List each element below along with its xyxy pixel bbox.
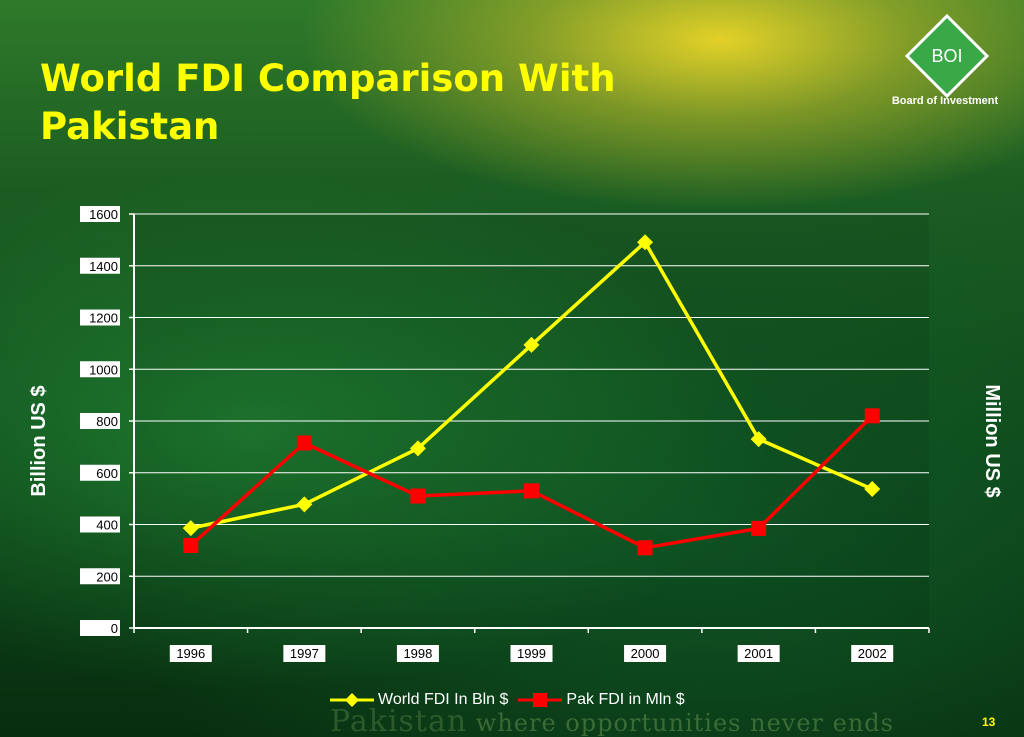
legend-item-pak: Pak FDI in Mln $ — [518, 691, 685, 709]
y-tick-box — [80, 257, 120, 274]
y-tick-box — [80, 309, 120, 326]
x-tick-box — [510, 645, 553, 662]
slide-title: World FDI Comparison With Pakistan — [40, 57, 616, 148]
grid-lines — [134, 213, 929, 577]
x-tick-box — [396, 645, 439, 662]
x-tick-box — [737, 645, 780, 662]
x-tick-box — [283, 645, 326, 662]
x-tick-labels: 1996 1997 1998 1999 2000 2001 2002 — [169, 645, 894, 662]
y-tick-box — [80, 413, 120, 429]
y-tick-labels: 0 200 400 600 800 1000 1200 1400 1600 — [80, 206, 120, 636]
tagline-rest: where opportunities never ends — [475, 709, 894, 737]
series-group — [182, 234, 881, 556]
y-tick-label: 400 — [96, 518, 118, 533]
data-point-diamond — [409, 440, 426, 457]
x-tick-box — [169, 645, 212, 662]
data-point-diamond — [523, 336, 540, 353]
x-tick-box — [851, 645, 894, 662]
y-tick-label: 1200 — [89, 311, 118, 326]
logo-diamond — [905, 14, 989, 98]
y-tick-box — [80, 620, 120, 636]
series-line-1 — [189, 414, 874, 550]
y-tick-box — [80, 361, 120, 378]
legend-label-pak: Pak FDI in Mln $ — [566, 691, 685, 708]
data-point-square — [183, 537, 199, 553]
data-point-square — [751, 520, 767, 536]
y-tick-box — [80, 568, 120, 585]
logo-subtitle: Board of Investment — [891, 95, 999, 107]
logo-text: BOI — [931, 46, 962, 66]
data-point-diamond — [182, 520, 199, 537]
data-point-diamond — [637, 234, 654, 251]
data-point-diamond — [296, 496, 313, 513]
tagline-word: Pakistan — [330, 704, 468, 737]
y-tick-label: 800 — [96, 414, 118, 429]
x-tick-label: 2002 — [858, 646, 887, 661]
data-point-diamond — [750, 431, 767, 448]
data-point-diamond — [864, 481, 881, 498]
legend-label-world: World FDI In Bln $ — [378, 691, 509, 708]
x-tick-label: 2000 — [631, 646, 660, 661]
data-point-square — [296, 435, 312, 451]
y-tick-box — [80, 206, 120, 222]
y-tick-label: 1000 — [89, 362, 118, 377]
y-tick-label: 0 — [111, 621, 118, 636]
y-tick-label: 1400 — [89, 259, 118, 274]
y-axis-label-right: Million US $ — [981, 384, 1003, 498]
page-number: 13 — [982, 715, 996, 729]
x-tick-label: 2001 — [744, 646, 773, 661]
axes — [129, 213, 930, 633]
chart-legend: World FDI In Bln $ Pak FDI in Mln $ — [330, 690, 689, 710]
x-tick-label: 1997 — [290, 646, 319, 661]
y-axis-label-left: Billion US $ — [28, 385, 50, 497]
data-point-square — [864, 408, 880, 424]
legend-swatch-pak — [518, 693, 563, 707]
y-tick-box — [80, 516, 120, 533]
data-point-square — [637, 540, 653, 556]
x-tick-label: 1999 — [517, 646, 546, 661]
data-point-square — [410, 488, 426, 504]
y-tick-box — [80, 464, 120, 481]
y-tick-label: 1600 — [89, 207, 118, 222]
y-tick-label: 600 — [96, 466, 118, 481]
x-tick-box — [624, 645, 667, 662]
x-tick-label: 1998 — [403, 646, 432, 661]
legend-item-world: World FDI In Bln $ — [330, 691, 508, 709]
y-tick-label: 200 — [96, 569, 118, 584]
x-tick-label: 1996 — [176, 646, 205, 661]
boi-logo: BOI — [905, 14, 989, 98]
data-point-square — [524, 483, 539, 499]
tagline: Pakistan where opportunities never ends — [330, 704, 894, 737]
legend-swatch-world — [330, 693, 374, 707]
